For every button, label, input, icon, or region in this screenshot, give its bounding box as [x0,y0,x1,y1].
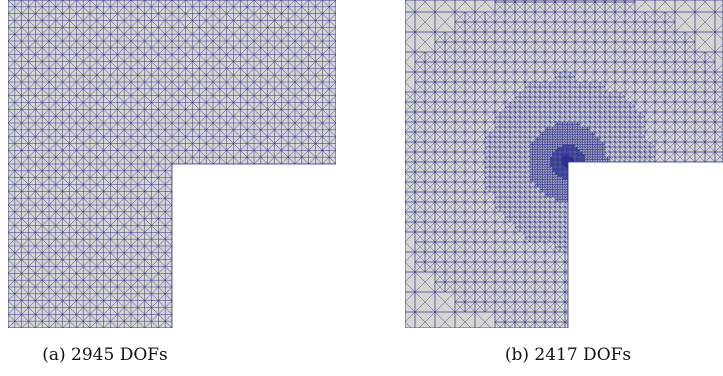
corner-refinement-cluster [561,155,571,165]
caption-adaptive-mesh: (b) 2417 DOFs [504,345,632,365]
panel-adaptive-mesh [405,0,723,328]
uniform-mesh-plot [8,0,336,328]
domain-boundary [405,0,723,328]
caption-uniform-mesh: (a) 2945 DOFs [42,345,168,365]
adaptive-mesh-plot [405,0,723,328]
domain-boundary [8,0,336,328]
panel-uniform-mesh [8,0,336,328]
